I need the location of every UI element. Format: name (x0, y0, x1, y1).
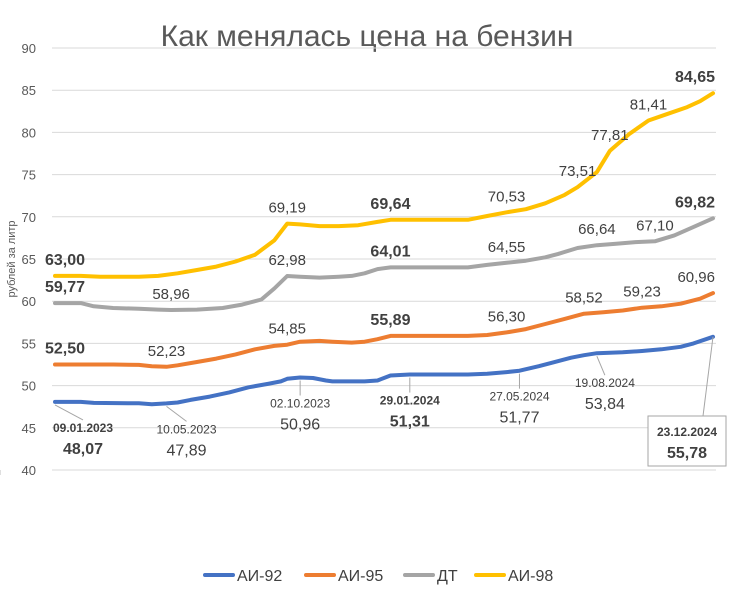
data-label-10: 62,98 (268, 252, 306, 269)
callout-value-6: 55,78 (667, 445, 707, 462)
data-label-11: 64,01 (370, 243, 410, 260)
y-tick-label-40: 40 (22, 463, 36, 478)
legend-label-2: ДТ (437, 568, 458, 585)
gridlines (52, 47, 716, 471)
series-line-2 (53, 216, 715, 312)
callout-box (647, 415, 727, 467)
y-tick-label-50: 50 (22, 379, 36, 394)
data-label-8: 59,77 (45, 279, 85, 296)
series-line-0 (53, 334, 715, 407)
callout-date-5: 19.08.2024 (575, 376, 635, 390)
data-label-18: 54,85 (268, 321, 306, 338)
data-label-21: 58,52 (565, 290, 603, 307)
y-tick-label-65: 65 (22, 252, 36, 267)
legend-label-3: АИ-98 (508, 568, 553, 585)
callout-leader (702, 336, 714, 417)
y-tick-label-55: 55 (22, 336, 36, 351)
y-axis-ticks: 40 45 50 55 60 65 70 75 80 85 90 (22, 41, 36, 478)
callout-date-6: 23.12.2024 (657, 425, 717, 439)
callout-leader-0 (54, 404, 84, 421)
data-label-9: 58,96 (152, 286, 190, 303)
y-tick-label-85: 85 (22, 83, 36, 98)
series-line-1 (53, 291, 715, 369)
callout-date-3: 29.01.2024 (380, 394, 440, 408)
legend-label-1: АИ-95 (338, 568, 383, 585)
callout-value-0: 48,07 (63, 441, 103, 458)
callout-date-2: 02.10.2023 (270, 396, 330, 410)
y-axis-label: рублей за литр (6, 220, 18, 297)
callout-date-1: 10.05.2023 (156, 422, 216, 436)
callout-leader-5 (596, 355, 606, 376)
callout-value-4: 51,77 (499, 410, 539, 427)
y-tick-label-70: 70 (22, 210, 36, 225)
y-tick-label-45: 45 (22, 421, 36, 436)
y-tick-label-75: 75 (22, 168, 36, 183)
legend: АИ-92 АИ-95 ДТ АИ-98 (203, 568, 553, 585)
data-label-2: 69,64 (370, 196, 410, 213)
callout-value-1: 47,89 (166, 442, 206, 459)
data-label-17: 52,23 (148, 343, 186, 360)
data-label-1: 69,19 (268, 200, 306, 217)
data-label-12: 64,55 (488, 239, 526, 256)
data-label-15: 69,82 (675, 194, 715, 211)
data-label-4: 73,51 (559, 163, 597, 180)
y-tick-label-90: 90 (22, 41, 36, 56)
callout-date-0: 09.01.2023 (53, 421, 113, 435)
data-label-6: 81,41 (630, 96, 668, 113)
data-label-3: 70,53 (488, 188, 526, 205)
y-tick-label-60: 60 (22, 294, 36, 309)
callout-leader-1 (166, 406, 187, 422)
data-label-16: 52,50 (45, 341, 85, 358)
callout-value-5: 53,84 (585, 396, 625, 413)
data-label-7: 84,65 (675, 69, 715, 86)
data-label-19: 55,89 (370, 312, 410, 329)
data-label-13: 66,64 (578, 221, 616, 238)
y-tick-label-80: 80 (22, 125, 36, 140)
callout-value-2: 50,96 (280, 416, 320, 433)
data-label-14: 67,10 (636, 217, 674, 234)
data-label-23: 60,96 (677, 269, 715, 286)
callout-value-3: 51,31 (390, 414, 430, 431)
series-lines (53, 91, 715, 407)
legend-label-0: АИ-92 (237, 568, 282, 585)
data-label-20: 56,30 (488, 308, 526, 325)
callout-date-4: 27.05.2024 (489, 390, 549, 404)
data-label-22: 59,23 (623, 284, 661, 301)
data-label-5: 77,81 (591, 127, 629, 144)
data-label-0: 63,00 (45, 252, 85, 269)
series-line-3 (53, 91, 715, 279)
